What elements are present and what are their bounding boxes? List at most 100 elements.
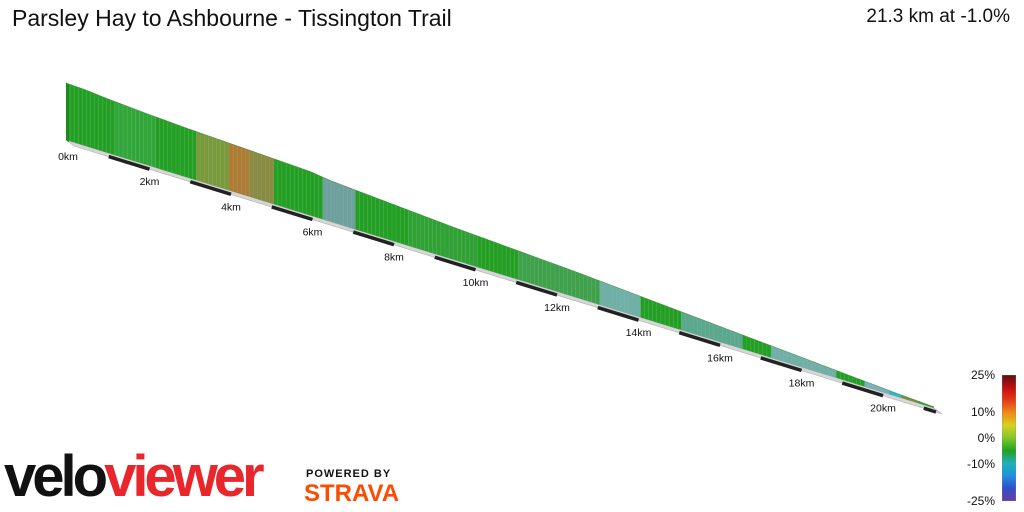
profile-segment <box>799 356 804 368</box>
profile-segment <box>273 158 279 206</box>
profile-segment <box>338 183 344 226</box>
profile-top-edge <box>65 82 935 408</box>
logo-velo: velo <box>4 444 108 509</box>
profile-segment <box>518 250 523 282</box>
profile-segment <box>689 314 694 335</box>
profile-segment <box>734 331 739 348</box>
km-band <box>108 154 151 171</box>
profile-segment <box>673 308 678 329</box>
profile-segment <box>147 113 152 167</box>
profile-segment <box>587 276 592 303</box>
profile-segment <box>285 162 291 210</box>
profile-segment <box>245 148 250 197</box>
profile-segment <box>395 205 401 244</box>
profile-segment <box>216 138 222 189</box>
profile-segment <box>440 222 446 258</box>
km-band <box>271 205 314 222</box>
profile-segment <box>347 186 352 229</box>
profile-segment <box>208 135 213 186</box>
profile-segment <box>399 206 405 245</box>
profile-segment <box>306 169 311 216</box>
profile-segment <box>725 328 731 346</box>
profile-segment <box>428 217 433 254</box>
profile-segment <box>615 286 621 312</box>
profile-segment <box>228 142 234 192</box>
profile-segment <box>538 258 543 288</box>
profile-segment <box>452 226 458 262</box>
x-tick-label: 6km <box>303 226 323 238</box>
profile-segment <box>730 330 735 347</box>
profile-segment <box>196 131 201 182</box>
profile-segment <box>742 334 747 351</box>
profile-segment <box>114 101 120 157</box>
legend-label-10: 10% <box>970 405 995 419</box>
profile-segment <box>110 99 116 156</box>
profile-segment <box>163 119 169 172</box>
x-tick-label: 18km <box>789 377 815 389</box>
profile-segment <box>660 303 666 326</box>
profile-segment <box>371 195 376 236</box>
profile-segment <box>481 237 486 270</box>
profile-segment <box>664 305 670 327</box>
km-band <box>678 331 721 347</box>
profile-segment <box>90 91 95 150</box>
profile-segment <box>591 277 596 304</box>
profile-segment <box>791 353 796 366</box>
profile-segment <box>717 325 723 343</box>
profile-segment <box>778 348 784 362</box>
profile-segment <box>774 346 780 361</box>
profile-segment <box>98 94 103 152</box>
x-tick-label: 16km <box>707 352 733 364</box>
profile-segment <box>640 296 645 319</box>
profile-segment <box>334 182 340 225</box>
profile-segment <box>546 260 552 290</box>
profile-segment <box>489 240 495 273</box>
gradient-legend-bar <box>1001 374 1017 502</box>
profile-segment <box>232 144 238 194</box>
strava-logo[interactable]: STRAVA <box>304 480 400 507</box>
profile-segment <box>697 317 702 337</box>
profile-segment <box>257 152 262 201</box>
route-title: Parsley Hay to Ashbourne - Tissington Tr… <box>12 5 452 31</box>
profile-segment <box>497 243 503 275</box>
km-band <box>597 305 640 322</box>
profile-segment <box>188 128 193 180</box>
profile-segment <box>693 316 698 336</box>
profile-segment <box>465 231 470 265</box>
profile-segment <box>493 241 499 274</box>
route-base-slab <box>65 139 943 415</box>
profile-segment <box>432 219 438 255</box>
profile-segment <box>294 165 299 212</box>
profile-segment <box>505 246 511 278</box>
profile-segment <box>477 235 482 269</box>
profile-segment <box>750 337 755 353</box>
profile-segment <box>192 129 197 181</box>
profile-segment <box>375 197 380 238</box>
profile-segment <box>171 122 177 175</box>
profile-segment <box>448 225 454 260</box>
profile-segment <box>770 345 776 360</box>
profile-segment <box>118 102 124 158</box>
km-band <box>515 280 558 297</box>
profile-segment <box>102 96 107 153</box>
profile-segment <box>754 339 759 355</box>
profile-segment <box>416 212 421 250</box>
km-band <box>923 406 937 414</box>
profile-segment <box>78 87 83 146</box>
legend-label-minus10: -10% <box>966 457 995 471</box>
profile-segment <box>269 157 275 205</box>
profile-segment <box>420 214 425 251</box>
km-band <box>434 255 477 272</box>
profile-segment <box>575 271 580 299</box>
profile-segment <box>746 336 751 352</box>
profile-segment <box>579 272 584 301</box>
profile-segment <box>485 238 490 272</box>
profile-segment <box>224 141 230 191</box>
x-tick-label: 12km <box>544 302 570 314</box>
profile-segment <box>522 252 527 283</box>
x-tick-label: 20km <box>870 403 896 415</box>
profile-segment <box>473 234 478 268</box>
veloviewer-logo[interactable]: veloviewer <box>4 448 265 506</box>
profile-segment <box>620 288 625 313</box>
profile-segment <box>762 342 768 357</box>
